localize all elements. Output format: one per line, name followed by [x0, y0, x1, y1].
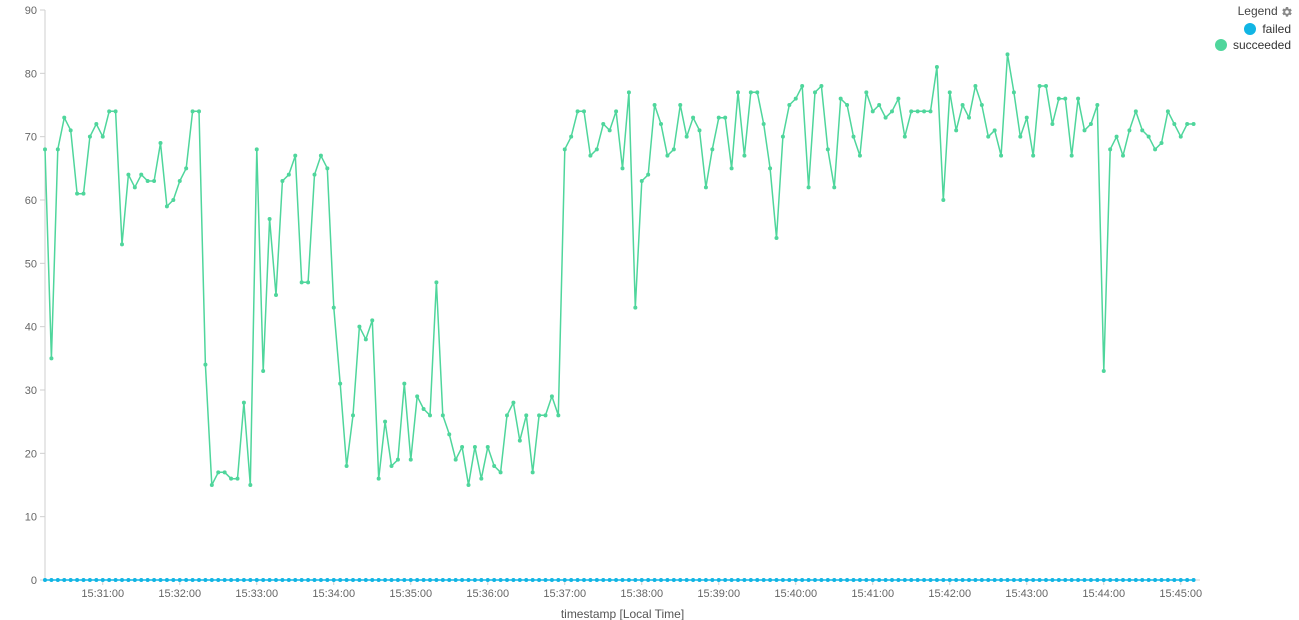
- legend-swatch: [1215, 39, 1227, 51]
- x-tick-label: 15:34:00: [312, 588, 355, 600]
- y-tick-label: 40: [25, 322, 37, 334]
- x-tick-label: 15:42:00: [928, 588, 971, 600]
- x-axis-label: timestamp [Local Time]: [561, 607, 684, 620]
- chart-svg[interactable]: 0 10 20 30 40 50 60 70 80 90 15:31:00 15:32:00 15:33…: [0, 0, 1299, 620]
- y-tick-label: 0: [31, 575, 37, 587]
- series-line-succeeded[interactable]: [45, 54, 1194, 485]
- legend-title[interactable]: Legend: [1215, 4, 1295, 18]
- x-tick-label: 15:38:00: [620, 588, 663, 600]
- y-tick-label: 20: [25, 448, 37, 460]
- legend-item-succeeded[interactable]: succeeded: [1215, 38, 1295, 52]
- y-tick-label: 70: [25, 132, 37, 144]
- legend-label: failed: [1262, 22, 1291, 36]
- series-markers-succeeded: [43, 52, 1196, 487]
- x-tick-label: 15:45:00: [1159, 588, 1202, 600]
- x-tick-label: 15:41:00: [851, 588, 894, 600]
- legend-title-text: Legend: [1238, 4, 1278, 18]
- y-tick-label: 60: [25, 195, 37, 207]
- x-tick-label: 15:37:00: [543, 588, 586, 600]
- legend-label: succeeded: [1233, 38, 1291, 52]
- x-tick-label: 15:31:00: [81, 588, 124, 600]
- y-tick-label: 90: [25, 5, 37, 17]
- legend-swatch: [1244, 23, 1256, 35]
- x-tick-label: 15:33:00: [235, 588, 278, 600]
- legend-item-failed[interactable]: failed: [1215, 22, 1295, 36]
- x-tick-label: 15:39:00: [697, 588, 740, 600]
- y-tick-label: 80: [25, 68, 37, 80]
- timeseries-chart: 0 10 20 30 40 50 60 70 80 90 15:31:00 15:32:00 15:33…: [0, 0, 1299, 620]
- y-tick-label: 10: [25, 512, 37, 524]
- gear-icon[interactable]: [1281, 6, 1293, 18]
- y-tick-label: 50: [25, 258, 37, 270]
- x-tick-label: 15:40:00: [774, 588, 817, 600]
- y-tick-label: 30: [25, 385, 37, 397]
- x-tick-label: 15:36:00: [466, 588, 509, 600]
- x-tick-label: 15:44:00: [1082, 588, 1125, 600]
- x-tick-label: 15:43:00: [1005, 588, 1048, 600]
- legend-panel: Legend failed succeeded: [1215, 4, 1295, 54]
- x-tick-label: 15:35:00: [389, 588, 432, 600]
- x-tick-label: 15:32:00: [158, 588, 201, 600]
